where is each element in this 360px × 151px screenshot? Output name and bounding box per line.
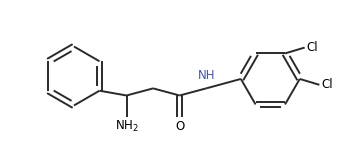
Text: NH$_2$: NH$_2$ [114,119,139,134]
Text: NH: NH [197,69,215,82]
Text: O: O [175,120,184,133]
Text: Cl: Cl [307,41,318,54]
Text: Cl: Cl [321,78,333,91]
